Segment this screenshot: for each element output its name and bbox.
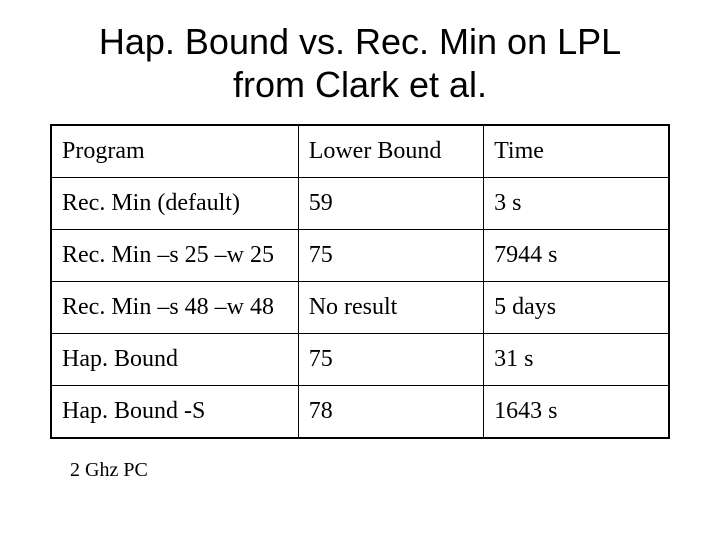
cell-time: 1643 s [484,386,669,439]
table-row: Hap. Bound -S 78 1643 s [51,386,669,439]
cell-time: 5 days [484,282,669,334]
cell-program: Rec. Min –s 25 –w 25 [51,230,298,282]
cell-bound: No result [298,282,483,334]
header-program: Program [51,125,298,178]
cell-time: 31 s [484,334,669,386]
footnote: 2 Ghz PC [70,459,670,482]
results-table: Program Lower Bound Time Rec. Min (defau… [50,124,670,439]
table-row: Rec. Min –s 25 –w 25 75 7944 s [51,230,669,282]
cell-program: Rec. Min –s 48 –w 48 [51,282,298,334]
cell-program: Hap. Bound -S [51,386,298,439]
table-row: Rec. Min –s 48 –w 48 No result 5 days [51,282,669,334]
table-row: Hap. Bound 75 31 s [51,334,669,386]
cell-program: Hap. Bound [51,334,298,386]
header-lower-bound: Lower Bound [298,125,483,178]
cell-time: 7944 s [484,230,669,282]
cell-bound: 59 [298,178,483,230]
cell-bound: 75 [298,230,483,282]
header-time: Time [484,125,669,178]
cell-bound: 78 [298,386,483,439]
title-line-1: Hap. Bound vs. Rec. Min on LPL [99,21,621,62]
cell-time: 3 s [484,178,669,230]
cell-program: Rec. Min (default) [51,178,298,230]
title-line-2: from Clark et al. [233,64,487,105]
slide-title: Hap. Bound vs. Rec. Min on LPL from Clar… [50,20,670,106]
cell-bound: 75 [298,334,483,386]
table-header-row: Program Lower Bound Time [51,125,669,178]
table-row: Rec. Min (default) 59 3 s [51,178,669,230]
